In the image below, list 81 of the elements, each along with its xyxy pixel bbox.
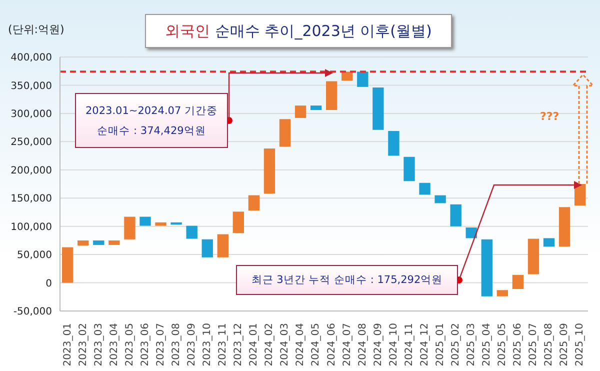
bar [264, 148, 276, 194]
x-tick-label: 2024_08 [357, 323, 368, 366]
x-tick-label: 2023_07 [155, 323, 166, 366]
x-tick-label: 2024_09 [372, 323, 384, 366]
bar [62, 247, 74, 283]
y-tick-label: 300,000 [10, 108, 52, 120]
bar [342, 72, 353, 81]
y-tick-label: 250,000 [10, 137, 52, 148]
annotation: ??? [540, 110, 560, 123]
y-tick-label: -50,000 [13, 306, 52, 318]
y-tick-label: 350,000 [10, 80, 52, 92]
x-tick-label: 2024_12 [419, 323, 430, 366]
y-tick-label: 100,000 [10, 222, 52, 233]
x-tick-label: 2025_01 [434, 323, 446, 366]
bar [434, 195, 446, 204]
x-tick-label: 2023_11 [218, 323, 229, 366]
chart-title: 외국인 순매수 추이_2023년 이후(월별) [165, 22, 432, 40]
bar [512, 274, 524, 289]
x-tick-label: 2024_04 [295, 323, 306, 366]
x-tick-label: 2024_01 [248, 323, 260, 366]
bar [388, 130, 400, 156]
bar [528, 238, 540, 274]
bar [543, 238, 555, 247]
x-tick-label: 2025_05 [497, 323, 508, 366]
bar [310, 106, 322, 110]
x-tick-label: 2025_03 [466, 323, 478, 366]
y-tick-label: 150,000 [10, 194, 52, 205]
y-tick-label: 50,000 [17, 250, 52, 262]
x-tick-label: 2023_06 [140, 323, 151, 366]
x-tick-label: 2024_03 [280, 323, 291, 366]
bar [419, 182, 430, 195]
x-tick-label: 2023_03 [93, 323, 104, 366]
bar [108, 240, 120, 245]
y-tick-label: 0 [46, 278, 52, 290]
x-tick-label: 2025_04 [482, 323, 493, 366]
bar [248, 195, 260, 211]
x-tick-label: 2024_06 [326, 323, 338, 366]
x-tick-label: 2024_11 [404, 323, 415, 366]
x-tick-label: 2023_08 [170, 323, 182, 366]
y-axis-title: (단위:억원) [8, 22, 64, 37]
x-tick-label: 2025_10 [574, 323, 586, 366]
bar [558, 207, 570, 247]
x-tick-label: 2025_07 [528, 323, 540, 366]
x-tick-label: 2023_04 [108, 323, 120, 366]
annotation: 2023.01~2024.07 기간중 순매수 : 374,429억원 [75, 93, 228, 148]
bar [481, 239, 492, 296]
bar [140, 216, 151, 226]
x-tick-label: 2023_10 [202, 323, 214, 366]
bar [294, 106, 306, 118]
bar [326, 81, 338, 110]
x-tick-label: 2023_12 [233, 323, 244, 366]
x-tick-label: 2024_05 [310, 323, 322, 366]
x-tick-label: 2023_09 [186, 323, 198, 366]
bar [279, 119, 291, 147]
x-tick-label: 2024_10 [388, 323, 400, 366]
bar [93, 240, 104, 245]
y-tick-label: 200,000 [10, 165, 52, 176]
bar [357, 72, 368, 87]
x-tick-label: 2025_06 [512, 323, 524, 366]
x-tick-label: 2025_02 [450, 323, 462, 366]
x-tick-label: 2024_07 [342, 323, 353, 366]
bar [170, 222, 182, 225]
bar [372, 87, 384, 130]
bar [450, 204, 462, 226]
x-tick-label: 2023_01 [62, 323, 74, 366]
bar [217, 234, 228, 258]
bar [186, 226, 198, 239]
x-tick-label: 2023_02 [78, 323, 89, 366]
bar [232, 212, 244, 234]
x-tick-label: 2024_02 [264, 323, 276, 366]
y-tick-label: 400,000 [10, 52, 52, 64]
bar [124, 216, 136, 240]
bar [78, 240, 89, 246]
bar [496, 290, 508, 296]
bar [155, 222, 166, 226]
x-tick-label: 2023_05 [124, 323, 136, 366]
x-tick-label: 2025_08 [544, 323, 555, 366]
bar [202, 239, 213, 258]
x-tick-label: 2025_09 [559, 323, 570, 366]
bar [404, 156, 415, 182]
annotation: 최근 3년간 누적 순매수 : 175,292억원 [236, 265, 458, 295]
